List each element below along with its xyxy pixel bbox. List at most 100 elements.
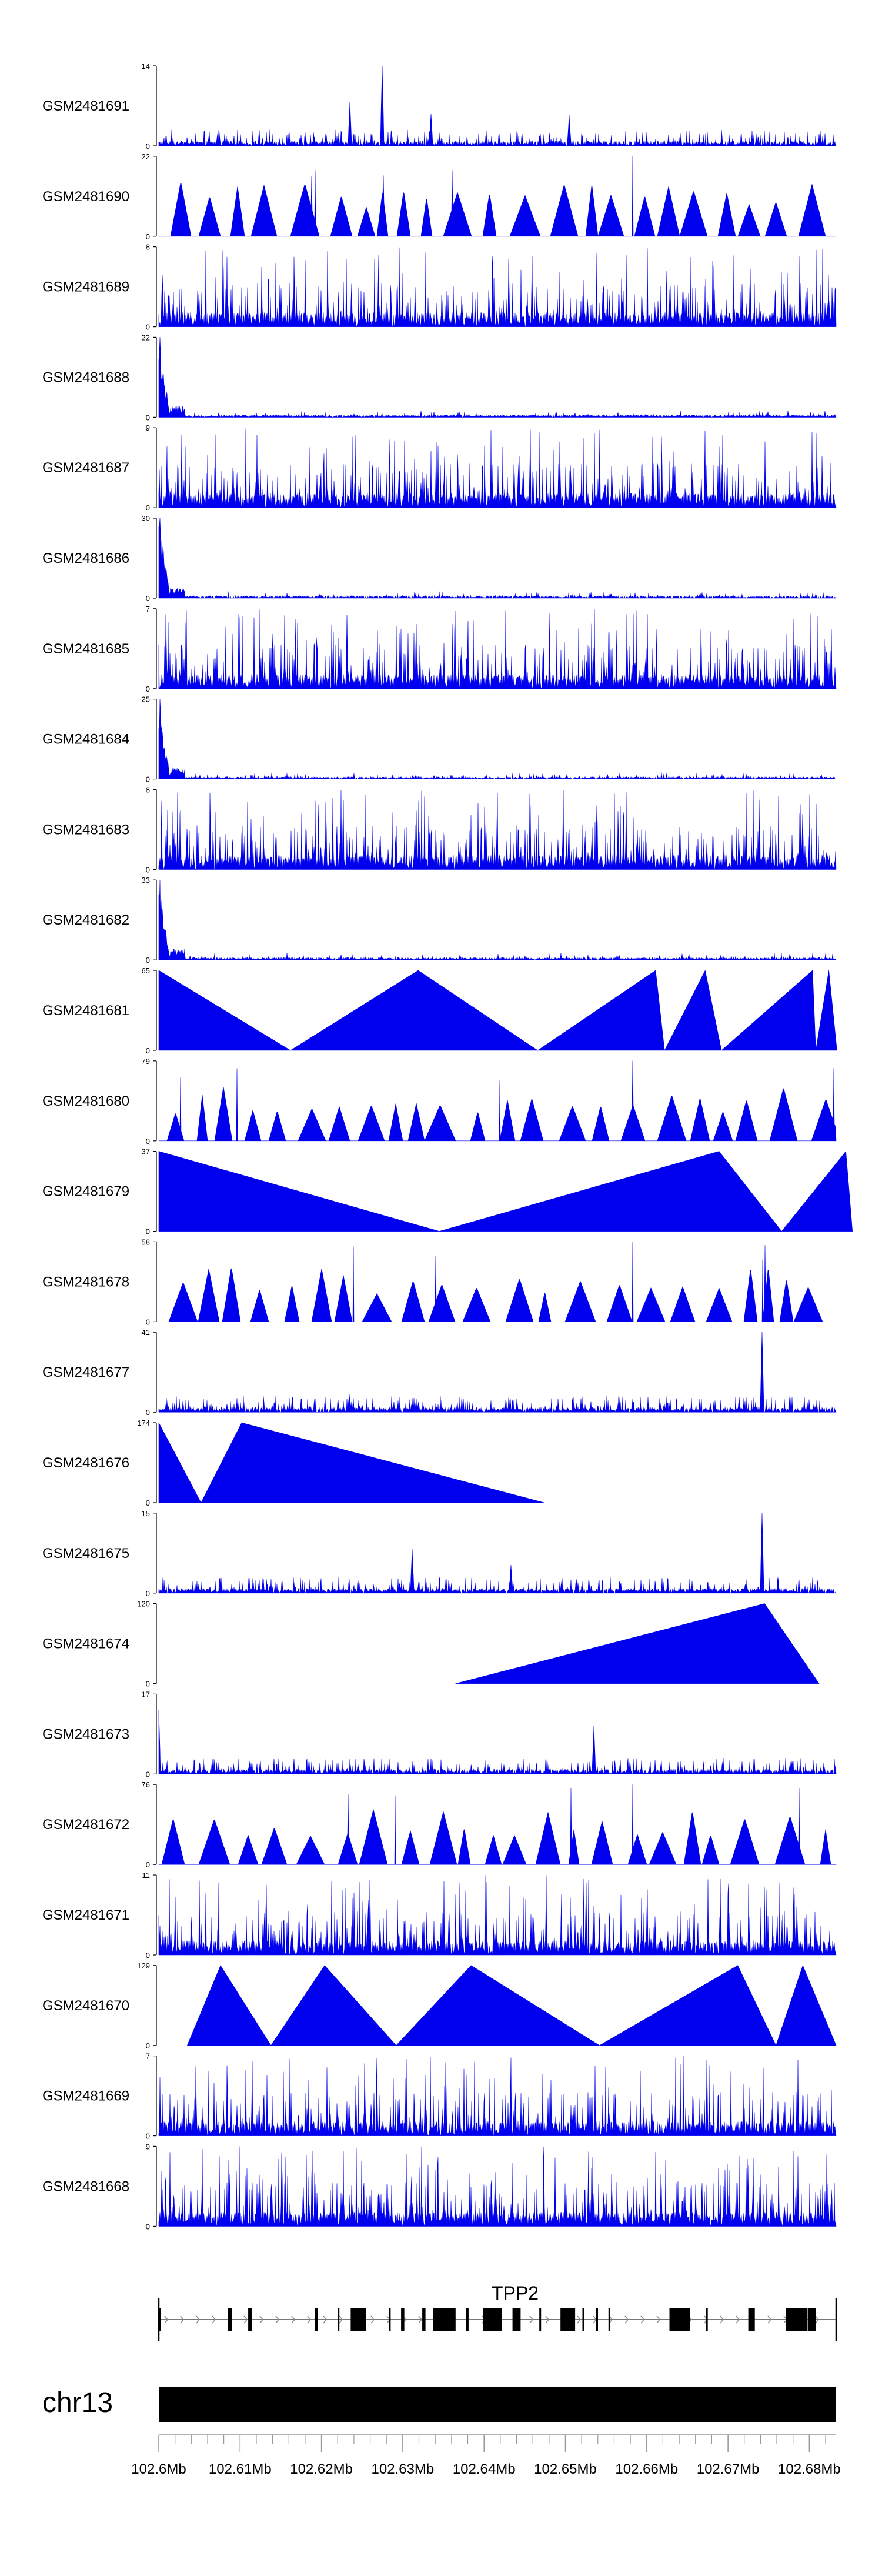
- exon: [608, 2308, 610, 2331]
- track-label: GSM2481684: [42, 732, 129, 748]
- y-tick-label-max: 79: [142, 1057, 150, 1066]
- track-label: GSM2481685: [42, 641, 129, 657]
- track-label: GSM2481690: [42, 189, 129, 205]
- strand-arrow: [370, 2315, 375, 2324]
- exon: [248, 2308, 252, 2331]
- track-GSM2481690: GSM2481690 22 0: [42, 152, 837, 241]
- y-tick-label-zero: 0: [146, 1408, 150, 1417]
- strand-arrow: [815, 2315, 819, 2324]
- y-tick-label-max: 9: [146, 2142, 150, 2151]
- chromosome-band: [159, 2387, 836, 2422]
- coverage-area: [158, 1784, 837, 1865]
- strand-arrow: [720, 2315, 724, 2324]
- track-GSM2481671: GSM2481671 11 0: [42, 1871, 837, 1960]
- y-tick-label-zero: 0: [146, 865, 150, 874]
- y-tick-label-max: 174: [137, 1419, 150, 1427]
- coverage-area: [158, 156, 837, 237]
- y-tick-label-max: 9: [146, 423, 150, 432]
- coverage-area: [158, 337, 837, 418]
- track-GSM2481681: GSM2481681 65 0: [42, 966, 837, 1055]
- track-label: GSM2481687: [42, 460, 129, 476]
- y-tick-label-max: 22: [142, 152, 150, 161]
- exon: [786, 2308, 807, 2331]
- strand-arrow: [577, 2315, 581, 2324]
- y-tick-label-max: 8: [146, 243, 150, 252]
- y-tick-label-zero: 0: [146, 685, 150, 693]
- strand-arrow: [259, 2315, 263, 2324]
- track-GSM2481688: GSM2481688 22 0: [42, 333, 837, 422]
- exon: [706, 2308, 708, 2331]
- track-label: GSM2481674: [42, 1636, 129, 1652]
- y-tick-label-zero: 0: [146, 1499, 150, 1507]
- coverage-area: [158, 2146, 837, 2227]
- track-GSM2481673: GSM2481673 17 0: [42, 1690, 837, 1778]
- coverage-area: [158, 1242, 837, 1322]
- track-GSM2481676: GSM2481676 174 0: [42, 1419, 544, 1507]
- track-GSM2481674: GSM2481674 120 0: [42, 1600, 820, 1689]
- exon: [483, 2308, 502, 2331]
- x-tick-label: 102.68Mb: [778, 2461, 841, 2477]
- exon: [466, 2308, 469, 2331]
- track-label: GSM2481671: [42, 1907, 129, 1923]
- track-GSM2481685: GSM2481685 7 0: [42, 605, 837, 693]
- track-GSM2481679: GSM2481679 37 0: [42, 1147, 853, 1236]
- track-GSM2481677: GSM2481677 41 0: [42, 1328, 837, 1417]
- track-label: GSM2481678: [42, 1274, 129, 1290]
- y-tick-label-zero: 0: [146, 1046, 150, 1055]
- exon: [560, 2308, 576, 2331]
- exon: [228, 2308, 232, 2331]
- coverage-area: [158, 609, 837, 689]
- track-label: GSM2481691: [42, 98, 129, 114]
- x-tick-label: 102.63Mb: [372, 2461, 435, 2477]
- exon: [748, 2308, 755, 2331]
- track-GSM2481684: GSM2481684 25 0: [42, 695, 837, 784]
- track-GSM2481686: GSM2481686 30 0: [42, 514, 837, 603]
- exon: [350, 2308, 366, 2331]
- coverage-area: [158, 1422, 544, 1503]
- coverage-area: [158, 970, 837, 1051]
- track-label: GSM2481675: [42, 1546, 129, 1561]
- track-label: GSM2481683: [42, 822, 129, 837]
- track-label: GSM2481676: [42, 1455, 129, 1471]
- exon: [807, 2308, 816, 2331]
- track-GSM2481675: GSM2481675 15 0: [42, 1509, 837, 1598]
- strand-arrow: [624, 2315, 629, 2324]
- y-tick-label-max: 7: [146, 605, 150, 613]
- coverage-area: [158, 879, 837, 960]
- y-tick-label-zero: 0: [146, 1137, 150, 1146]
- y-tick-label-max: 14: [142, 62, 150, 71]
- strand-arrow: [736, 2315, 740, 2324]
- exon: [422, 2308, 426, 2331]
- track-GSM2481691: GSM2481691 14 0: [42, 62, 837, 151]
- y-tick-label-zero: 0: [146, 1860, 150, 1869]
- track-label: GSM2481686: [42, 550, 129, 566]
- coverage-area: [158, 2056, 837, 2136]
- coverage-area: [187, 1965, 837, 2046]
- track-label: GSM2481680: [42, 1093, 129, 1109]
- coverage-area: [158, 1332, 837, 1413]
- track-label: GSM2481670: [42, 1998, 129, 2014]
- track-GSM2481670: GSM2481670 129 0: [42, 1961, 837, 2050]
- gene-annotation-track: TPP2: [158, 2283, 837, 2341]
- y-tick-label-zero: 0: [146, 323, 150, 332]
- coverage-area: [158, 699, 837, 779]
- y-tick-label-zero: 0: [146, 503, 150, 512]
- y-tick-label-zero: 0: [146, 232, 150, 241]
- strand-arrow: [529, 2315, 533, 2324]
- strand-arrow: [418, 2315, 422, 2324]
- y-tick-label-zero: 0: [146, 2041, 150, 2050]
- track-label: GSM2481668: [42, 2178, 129, 2194]
- y-tick-label-max: 120: [137, 1600, 150, 1609]
- y-tick-label-max: 41: [142, 1328, 150, 1337]
- exon: [315, 2308, 318, 2331]
- track-label: GSM2481677: [42, 1364, 129, 1380]
- coverage-area: [158, 1875, 837, 1956]
- y-tick-label-max: 33: [142, 876, 150, 885]
- exon: [401, 2308, 405, 2331]
- y-tick-label-max: 15: [142, 1509, 150, 1518]
- track-label: GSM2481689: [42, 279, 129, 295]
- track-GSM2481682: GSM2481682 33 0: [42, 876, 837, 965]
- strand-arrow: [212, 2315, 216, 2324]
- strand-arrow: [307, 2315, 311, 2324]
- x-tick-label: 102.65Mb: [534, 2461, 597, 2477]
